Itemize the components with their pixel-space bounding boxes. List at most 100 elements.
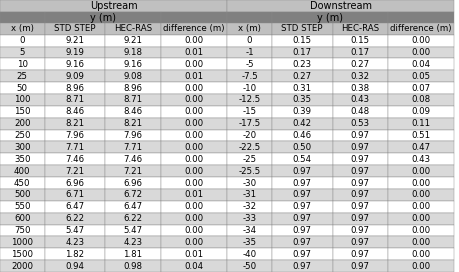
Bar [161,213,227,225]
Text: 0: 0 [20,36,25,45]
Bar [106,165,161,177]
Text: 300: 300 [14,143,31,152]
Bar [333,58,388,70]
Bar [227,225,272,236]
Bar [388,130,454,141]
Text: 0.27: 0.27 [351,60,370,69]
Text: 7.46: 7.46 [123,155,143,164]
Text: 0.00: 0.00 [411,238,431,247]
Bar [106,260,161,272]
Bar [45,23,106,35]
Text: 6.71: 6.71 [66,190,84,199]
Bar [45,153,106,165]
Text: 0.00: 0.00 [185,178,203,187]
Text: 50: 50 [17,84,28,92]
Bar [227,248,272,260]
Text: 7.96: 7.96 [123,131,143,140]
Bar [0,201,45,213]
Bar [45,165,106,177]
Text: 550: 550 [14,202,31,211]
Bar [227,94,272,106]
Text: 9.16: 9.16 [123,60,143,69]
Bar [227,35,272,47]
Bar [0,213,45,225]
Bar [106,47,161,58]
Text: 2000: 2000 [11,262,34,271]
Text: 0.00: 0.00 [411,250,431,259]
Text: 0.97: 0.97 [351,214,369,223]
Bar [106,23,161,35]
Bar [272,106,333,118]
Bar [388,165,454,177]
Text: 0.27: 0.27 [293,72,312,81]
Bar [0,70,45,82]
Bar [227,12,272,23]
Text: 0.97: 0.97 [351,250,369,259]
Text: 0.00: 0.00 [411,48,431,57]
Text: 0.43: 0.43 [351,95,370,104]
Text: 6.72: 6.72 [123,190,143,199]
Text: 0.39: 0.39 [293,107,312,116]
Text: 9.09: 9.09 [66,72,84,81]
Bar [45,177,106,189]
Bar [272,35,333,47]
Text: -40: -40 [242,250,257,259]
Text: -30: -30 [242,178,257,187]
Bar [227,201,272,213]
Bar [272,94,333,106]
Text: -22.5: -22.5 [238,143,261,152]
Bar [161,94,227,106]
Text: 100: 100 [14,95,31,104]
Text: 0.47: 0.47 [411,143,431,152]
Text: 0.00: 0.00 [185,60,203,69]
Bar [161,58,227,70]
Bar [333,35,388,47]
Text: 0.00: 0.00 [185,155,203,164]
Bar [388,23,454,35]
Text: 400: 400 [14,167,31,176]
Bar [333,213,388,225]
Text: -20: -20 [242,131,257,140]
Bar [45,130,106,141]
Bar [272,47,333,58]
Text: -34: -34 [242,226,257,235]
Text: 0.01: 0.01 [185,72,203,81]
Bar [227,177,272,189]
Text: 0.00: 0.00 [185,131,203,140]
Bar [333,141,388,153]
Bar [45,58,106,70]
Bar [272,153,333,165]
Bar [272,248,333,260]
Bar [45,248,106,260]
Text: 1000: 1000 [11,238,34,247]
Text: 7.21: 7.21 [66,167,84,176]
Bar [161,70,227,82]
Text: 0.23: 0.23 [293,60,312,69]
Text: -10: -10 [242,84,257,92]
Text: 8.21: 8.21 [66,119,84,128]
Bar [45,260,106,272]
Bar [0,1,227,12]
Text: 0.00: 0.00 [185,202,203,211]
Text: HEC-RAS: HEC-RAS [341,24,379,33]
Text: 250: 250 [14,131,31,140]
Bar [272,23,333,35]
Bar [45,225,106,236]
Bar [333,260,388,272]
Bar [333,23,388,35]
Text: 0.97: 0.97 [351,143,369,152]
Text: 150: 150 [14,107,31,116]
Text: 1.81: 1.81 [123,250,143,259]
Bar [45,189,106,201]
Text: 0.00: 0.00 [411,226,431,235]
Text: 1.82: 1.82 [66,250,84,259]
Bar [272,236,333,248]
Bar [106,58,161,70]
Bar [0,82,45,94]
Bar [0,260,45,272]
Bar [106,189,161,201]
Bar [388,47,454,58]
Text: 0.04: 0.04 [185,262,203,271]
Text: 0.97: 0.97 [293,238,312,247]
Text: 0.54: 0.54 [293,155,312,164]
